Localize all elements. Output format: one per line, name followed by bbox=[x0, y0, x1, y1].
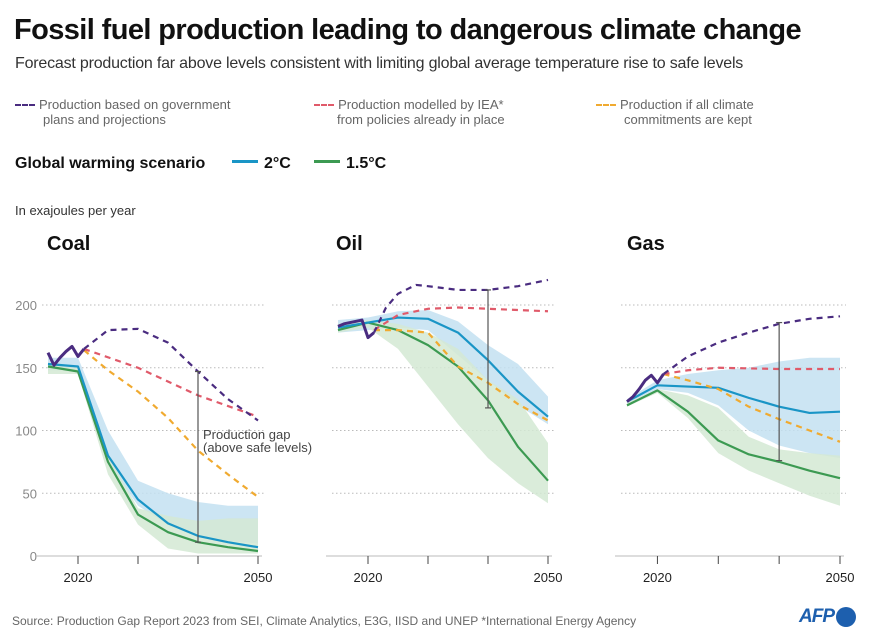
panel-title-gas: Gas bbox=[627, 233, 665, 255]
legend-gov-label: Production based on government bbox=[39, 97, 231, 112]
x-tick-label: 2020 bbox=[64, 570, 93, 585]
legend-commit-label-2: commitments are kept bbox=[624, 112, 752, 127]
line-2c bbox=[337, 316, 549, 418]
afp-logo: AFP bbox=[799, 606, 856, 628]
legend-15c: 1.5°C bbox=[314, 155, 386, 173]
line-government-plans bbox=[373, 278, 549, 334]
legend-commit-label: Production if all climate bbox=[620, 97, 754, 112]
band-1-5c bbox=[338, 320, 548, 504]
legend-2c: 2°C bbox=[232, 155, 291, 173]
scenario-label: Global warming scenario bbox=[15, 155, 206, 172]
subtitle: Forecast production far above levels con… bbox=[15, 55, 744, 72]
x-tick-label: 2020 bbox=[354, 570, 383, 585]
afp-logo-text: AFP bbox=[799, 606, 835, 627]
legend-gov-label-2: plans and projections bbox=[43, 112, 166, 127]
x-tick-label: 2020 bbox=[643, 570, 672, 585]
line-1-5c bbox=[337, 321, 549, 482]
line-commitments bbox=[83, 349, 259, 498]
legend-2c-label: 2°C bbox=[264, 155, 291, 172]
dashed-line-icon bbox=[314, 103, 335, 106]
line-1-5c bbox=[626, 389, 841, 480]
x-tick-label: 2050 bbox=[826, 570, 855, 585]
line-iea bbox=[663, 366, 840, 376]
dashed-line-icon bbox=[15, 103, 35, 106]
solid-line-icon bbox=[232, 160, 258, 164]
line-iea bbox=[83, 347, 259, 418]
line-iea bbox=[373, 306, 549, 332]
annotation-production-gap-2: (above safe levels) bbox=[203, 440, 312, 455]
line-government-plans bbox=[662, 315, 841, 375]
y-tick-label: 0 bbox=[30, 549, 37, 564]
afp-logo-dot bbox=[836, 607, 856, 627]
band-1-5c bbox=[48, 365, 258, 554]
line-government-plans bbox=[83, 327, 259, 422]
legend-commit: Production if all climate commitments ar… bbox=[596, 97, 754, 127]
legend-iea-label: Production modelled by IEA* bbox=[338, 97, 504, 112]
legend-15c-label: 1.5°C bbox=[346, 155, 387, 172]
unit-label: In exajoules per year bbox=[15, 203, 136, 218]
annotation-production-gap: Production gap bbox=[203, 427, 290, 442]
band-2c bbox=[627, 357, 840, 459]
line-2c bbox=[47, 362, 259, 549]
line-commitments bbox=[374, 329, 549, 422]
x-tick-label: 2050 bbox=[534, 570, 563, 585]
line-1-5c bbox=[47, 365, 259, 553]
dashed-line-icon bbox=[596, 103, 616, 106]
y-tick-label: 200 bbox=[15, 298, 37, 313]
y-tick-label: 50 bbox=[23, 486, 37, 501]
line-historical bbox=[337, 318, 375, 340]
page-title: Fossil fuel production leading to danger… bbox=[14, 14, 802, 46]
legend-iea: Production modelled by IEA* from policie… bbox=[313, 97, 505, 127]
solid-line-icon bbox=[314, 160, 340, 164]
panel-title-oil: Oil bbox=[336, 233, 363, 255]
line-historical bbox=[46, 344, 86, 367]
y-tick-label: 150 bbox=[15, 361, 37, 376]
x-tick-label: 2050 bbox=[244, 570, 273, 585]
line-historical bbox=[626, 373, 665, 403]
y-tick-label: 100 bbox=[15, 424, 37, 439]
panel-title-coal: Coal bbox=[47, 233, 91, 255]
line-2c bbox=[626, 384, 841, 415]
legend-iea-label-2: from policies already in place bbox=[337, 112, 505, 127]
legend-gov: Production based on government plans and… bbox=[15, 97, 231, 127]
source-note: Source: Production Gap Report 2023 from … bbox=[12, 614, 637, 628]
line-commitments bbox=[663, 372, 841, 443]
